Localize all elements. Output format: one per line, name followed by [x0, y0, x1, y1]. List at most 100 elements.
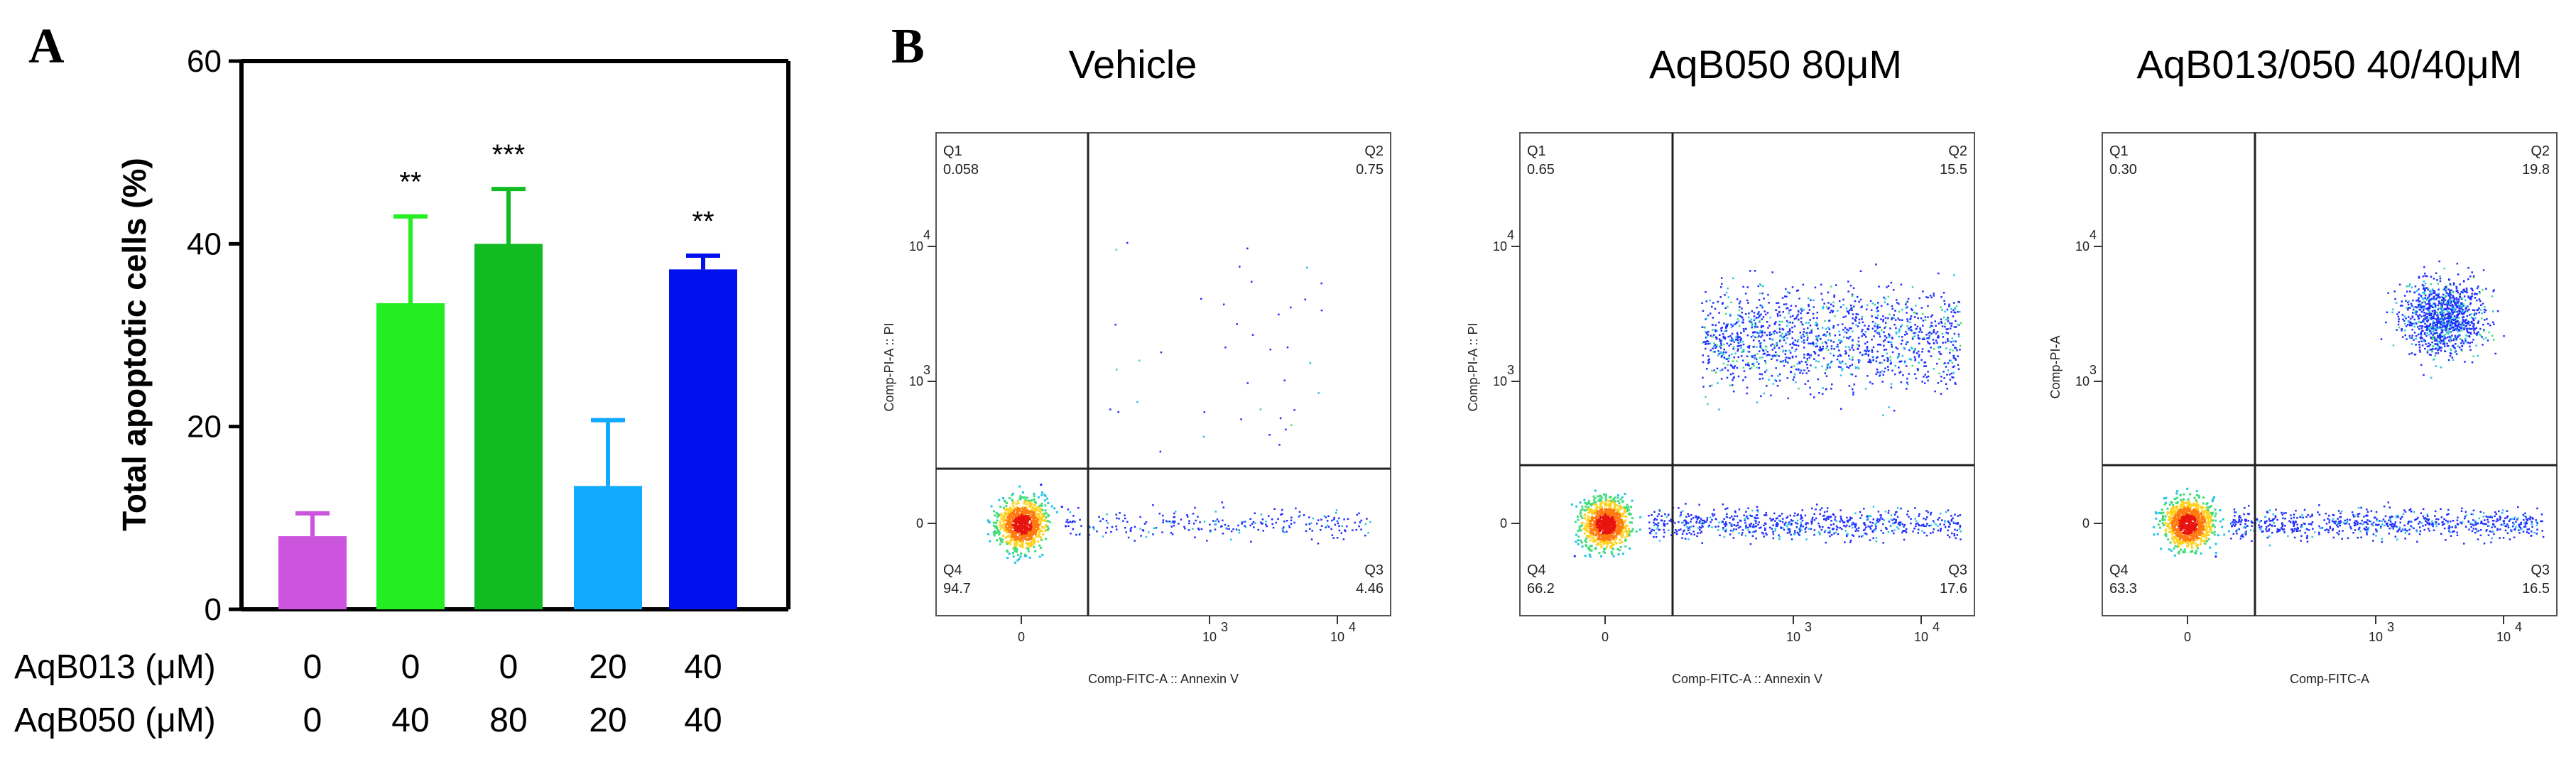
flow-point: [1005, 519, 1008, 522]
flow-point: [1858, 322, 1861, 324]
flow-point: [1949, 352, 1951, 354]
flow-point: [1612, 523, 1614, 526]
flow-point: [1798, 319, 1800, 322]
flow-point: [1893, 513, 1896, 516]
flow-point: [1222, 519, 1224, 522]
flow-point: [1222, 506, 1224, 508]
y-tick-label: 20: [187, 410, 222, 445]
flow-point: [1932, 520, 1935, 522]
flow-point: [1021, 542, 1024, 545]
flow-point: [1813, 317, 1815, 320]
flow-point: [1708, 524, 1711, 527]
flow-point: [1938, 347, 1940, 349]
flow-point: [1786, 307, 1788, 310]
flow-point: [1851, 309, 1853, 312]
flow-point: [2176, 501, 2179, 504]
flow-point: [1759, 292, 1761, 295]
flow-point: [1110, 530, 1112, 533]
flow-point: [1777, 375, 1779, 377]
flow-point: [1815, 366, 1817, 369]
flow-point: [1856, 295, 1859, 298]
flow-point: [1890, 386, 1893, 389]
flow-point: [1880, 305, 1883, 307]
flow-point: [1819, 337, 1822, 340]
flow-point: [2203, 515, 2206, 518]
flow-point: [1815, 517, 1817, 520]
flow-point: [1909, 326, 1912, 329]
flow-point: [1003, 529, 1006, 532]
flow-point: [1806, 367, 1809, 369]
flow-point: [1714, 330, 1717, 332]
flow-point: [1927, 342, 1930, 344]
flow-point: [1009, 529, 1012, 532]
flow-point: [1209, 523, 1211, 526]
flow-point: [2208, 516, 2211, 519]
flow-point: [1914, 359, 1916, 361]
flow-point: [1617, 494, 1620, 496]
flow-point: [1747, 350, 1749, 353]
flow-point: [1751, 363, 1754, 365]
flow-point: [1864, 528, 1866, 530]
flow-point: [1581, 524, 1584, 527]
flow-point: [1582, 527, 1585, 530]
flow-point: [1716, 344, 1718, 347]
flow-point: [1221, 525, 1223, 528]
flow-point: [1030, 516, 1033, 519]
flow-point: [2206, 525, 2209, 528]
flow-point: [1842, 329, 1844, 331]
flow-point: [1904, 334, 1906, 336]
flow-point: [1862, 535, 1864, 537]
flow-point: [1896, 516, 1899, 518]
flow-point: [1033, 528, 1036, 530]
flow-point: [1914, 358, 1917, 360]
flow-point: [1702, 376, 1704, 379]
flow-point: [1040, 518, 1043, 521]
flow-point: [1675, 530, 1678, 533]
flow-point: [1028, 504, 1031, 507]
flow-point: [1919, 327, 1921, 330]
flow-point: [1805, 522, 1808, 524]
flow-point: [1171, 533, 1174, 535]
flow-point: [1776, 525, 1778, 527]
flow-point: [2223, 533, 2226, 536]
flow-point: [2161, 522, 2164, 525]
flow-point: [1021, 533, 1023, 535]
flow-point: [1835, 525, 1838, 528]
flow-point: [1882, 374, 1884, 376]
flow-point: [1246, 247, 1249, 250]
flow-point: [1729, 517, 1731, 519]
flow-point: [1740, 355, 1743, 357]
flow-point: [1746, 355, 1749, 358]
flow-point: [1729, 533, 1732, 535]
flow-point: [1044, 528, 1047, 531]
flow-point: [1621, 528, 1624, 530]
flow-point: [1826, 331, 1829, 333]
flow-point: [1078, 533, 1081, 536]
flow-point: [1683, 524, 1686, 526]
flow-point: [1879, 326, 1881, 329]
flow-point: [1729, 529, 1732, 532]
flow-point: [1575, 533, 1577, 536]
flow-point: [1933, 330, 1935, 333]
flow-point: [1872, 506, 1875, 508]
quadrant-name: Q3: [1948, 562, 1967, 578]
flow-point: [1008, 530, 1011, 533]
flow-point: [1876, 343, 1879, 346]
flow-point: [1611, 518, 1614, 521]
flow-point: [1002, 497, 1005, 500]
flow-point: [1793, 365, 1795, 367]
flow-point: [1853, 523, 1855, 526]
flow-point: [1795, 290, 1798, 292]
flow-point: [1823, 518, 1825, 521]
flow-point: [2214, 512, 2217, 515]
flow-point: [1583, 499, 1586, 501]
flow-point: [1761, 531, 1763, 534]
flow-point: [1950, 359, 1952, 362]
flow-point: [1842, 368, 1844, 370]
flow-point: [1888, 334, 1891, 337]
condition-value: 20: [589, 702, 626, 739]
flow-point: [1799, 332, 1802, 334]
flow-point: [1017, 520, 1020, 523]
flow-point: [1948, 374, 1951, 376]
flow-point: [1876, 317, 1879, 320]
